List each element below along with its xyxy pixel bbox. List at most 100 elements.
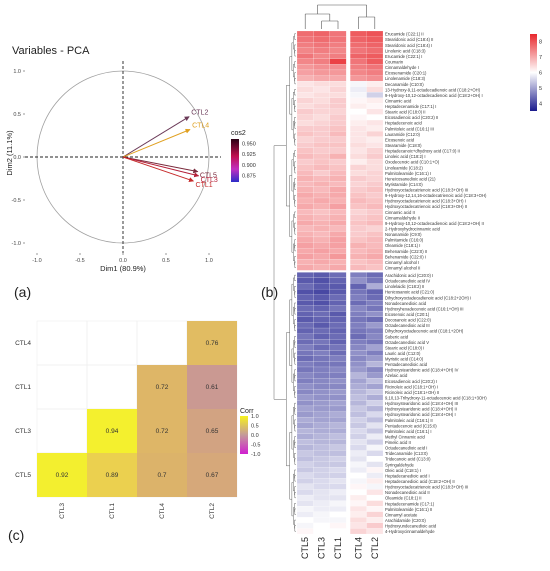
heatmap-cell [329, 186, 347, 193]
heatmap-cell [296, 242, 314, 249]
heatmap-cell [366, 455, 384, 462]
heatmap-cell [366, 366, 384, 373]
heatmap-cell [296, 253, 314, 260]
heatmap-cell [296, 344, 314, 351]
heatmap-row-label: Hydroxystearidonic acid (C18:4+OH) III [385, 401, 458, 406]
heatmap-cell [329, 500, 347, 507]
heatmap-cell [296, 444, 314, 451]
heatmap-cell [366, 125, 384, 132]
heatmap-cell [313, 231, 330, 238]
heatmap-cell [350, 433, 367, 440]
heatmap-column-label: CTL3 [317, 537, 327, 559]
heatmap-cell [350, 517, 367, 523]
heatmap-cell [313, 411, 330, 418]
heatmap-cell [313, 522, 330, 529]
heatmap-cell [329, 225, 347, 232]
pca-y-tick-label: -0.5 [12, 198, 21, 204]
heatmap-cell [366, 478, 384, 484]
heatmap-cell [296, 511, 314, 518]
heatmap-row-label: Hydroxystearidonic acid (C18:4+OH) I [385, 412, 456, 417]
heatmap-row-label: Arachidonic acid (C20:0) I [385, 273, 433, 278]
heatmap-row-label: Hydroxyoctadecatrienoic acid (C18:3+OH) … [385, 485, 468, 490]
heatmap-row-label: Behenamide (C22:0) II [385, 249, 427, 254]
heatmap-cell [296, 472, 314, 479]
heatmap-cell [329, 439, 347, 446]
heatmap-cell [296, 103, 314, 110]
heatmap-cell [313, 311, 330, 317]
heatmap-cell [329, 86, 347, 93]
heatmap-cell [350, 272, 367, 279]
heatmap-row-label: Erucamide (C22:1) II [385, 32, 424, 37]
heatmap-cell [296, 528, 314, 535]
heatmap-cell [313, 288, 330, 295]
heatmap-row-label: Heptadecenoic acid [385, 121, 422, 126]
heatmap-row-label: Hydroxystearidonic acid (C18:4+OH) II [385, 407, 457, 412]
pca-vector-ctl4 [122, 128, 191, 158]
correlation-value-label: 0.76 [206, 340, 219, 347]
heatmap-cell [350, 119, 367, 126]
heatmap-cell [313, 108, 330, 115]
heatmap-cell [296, 394, 314, 401]
heatmap-cell [329, 47, 347, 54]
heatmap-cell [329, 467, 347, 473]
heatmap-cell [350, 283, 367, 290]
heatmap-cell [329, 264, 347, 271]
heatmap-cell [350, 472, 367, 479]
heatmap-cell [366, 389, 384, 395]
heatmap-cell [329, 417, 347, 423]
heatmap-cell [329, 164, 347, 171]
heatmap-cell [366, 30, 384, 37]
heatmap-row-label: Myristic acid (C14:0) [385, 357, 424, 362]
heatmap-cell [313, 433, 330, 440]
heatmap-cell [350, 64, 367, 71]
heatmap-cell [313, 355, 330, 362]
heatmap-cell [350, 478, 367, 484]
pca-vector-label-ctl3: CTL3 [201, 177, 218, 184]
heatmap-row-label: Arachidamide (C20:0) [385, 518, 426, 523]
heatmap-cell [350, 214, 367, 221]
heatmap-cell [350, 300, 367, 306]
heatmap-cell [350, 136, 367, 143]
heatmap-row-label: Nonanamide (C9:0) [385, 232, 422, 237]
heatmap-cell [296, 209, 314, 215]
heatmap-cell [350, 30, 367, 37]
heatmap-cell [296, 294, 314, 301]
heatmap-row-label: Stearidonic acid (C18:4) I [385, 43, 432, 48]
heatmap-cell [329, 108, 347, 115]
heatmap-cell [366, 264, 384, 271]
heatmap-cell [296, 355, 314, 362]
heatmap-cell [366, 181, 384, 187]
heatmap-cell [366, 53, 384, 59]
correlation-cell [137, 453, 187, 497]
heatmap-legend-tick: 8 [539, 40, 542, 46]
heatmap-cell [366, 81, 384, 87]
heatmap-cell [313, 422, 330, 429]
heatmap-cell [366, 97, 384, 104]
heatmap-cell [366, 277, 384, 284]
correlation-col-label: CTL2 [209, 503, 216, 519]
heatmap-cell [329, 214, 347, 221]
clustered-heatmap-panel: Erucamide (C22:1) II Stearidonic acid (C1… [261, 4, 542, 559]
heatmap-row-label: Erucamide (C22:1) I [385, 54, 422, 59]
heatmap-cell [296, 461, 314, 468]
heatmap-cell [329, 489, 347, 496]
heatmap-cell [366, 158, 384, 165]
heatmap-cell [329, 428, 347, 434]
heatmap-cell [366, 92, 384, 98]
heatmap-row-label: 9-Hydroxy-10,12-octadecadienoic acid (C1… [385, 93, 483, 98]
correlation-grid-cell [86, 320, 138, 366]
heatmap-cell [329, 197, 347, 204]
heatmap-cell [350, 131, 367, 137]
heatmap-cell [350, 248, 367, 254]
heatmap-cell [366, 483, 384, 490]
heatmap-cell [329, 494, 347, 501]
heatmap-cell [350, 394, 367, 401]
heatmap-cell [296, 489, 314, 496]
heatmap-cell [313, 164, 330, 171]
heatmap-cell [350, 75, 367, 82]
heatmap-cell [366, 511, 384, 518]
heatmap-column-label: CTL5 [300, 537, 310, 559]
heatmap-cell [366, 489, 384, 496]
heatmap-cell [313, 478, 330, 484]
heatmap-cell [313, 300, 330, 306]
